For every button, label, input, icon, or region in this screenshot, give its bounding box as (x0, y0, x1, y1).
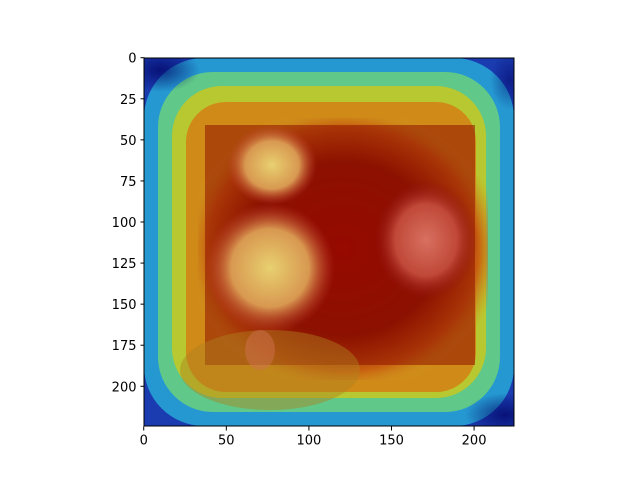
y-tick-label: 50 (120, 134, 137, 149)
x-tick-label: 50 (218, 434, 235, 449)
y-tick-label: 75 (120, 175, 137, 190)
heatmap-image (144, 58, 514, 426)
y-tick-label: 175 (112, 339, 137, 354)
plot-frame (143, 57, 515, 427)
y-tick-label: 150 (112, 298, 137, 313)
y-tick-label: 0 (128, 52, 136, 67)
y-tick-label: 200 (112, 380, 137, 395)
y-tick-label: 125 (112, 257, 137, 272)
y-tick-label: 25 (120, 93, 137, 108)
y-tick-label: 100 (112, 216, 137, 231)
x-tick-label: 150 (379, 434, 404, 449)
x-tick-label: 100 (296, 434, 321, 449)
y-axis-ticks: 0 25 50 75 100 125 150 175 200 (112, 52, 145, 395)
x-axis-ticks: 0 50 100 150 200 (140, 426, 487, 449)
x-tick-label: 200 (462, 434, 487, 449)
x-tick-label: 0 (140, 434, 148, 449)
